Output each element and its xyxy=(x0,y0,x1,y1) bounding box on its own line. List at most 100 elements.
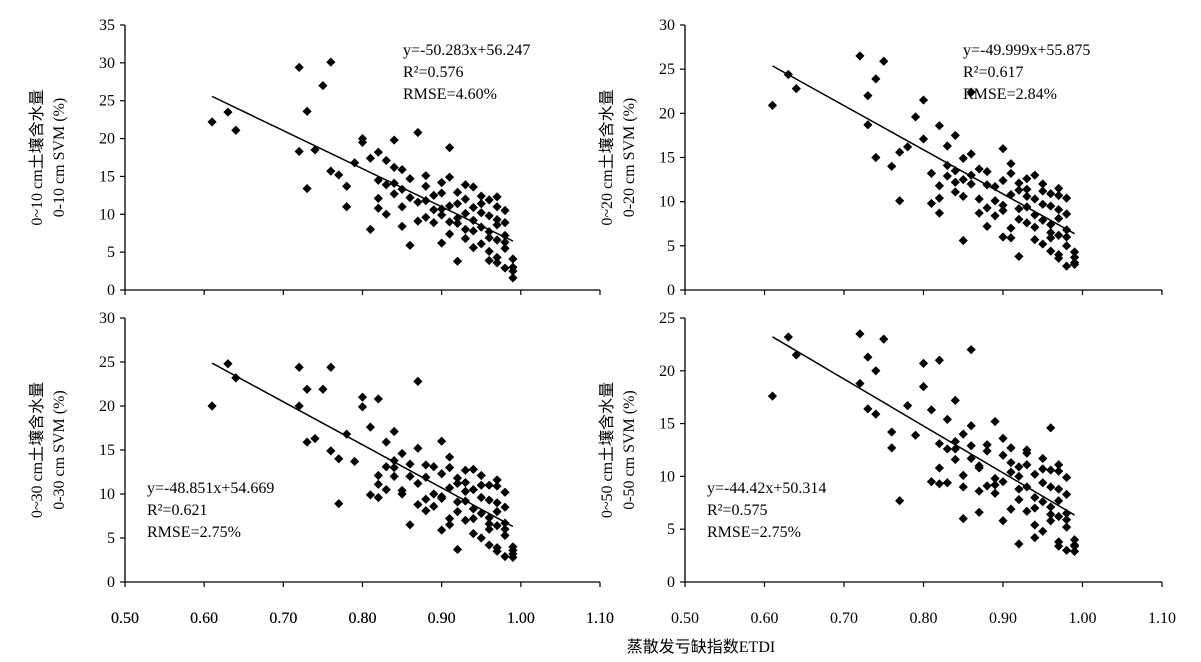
data-point xyxy=(990,480,1000,490)
data-point xyxy=(468,202,478,213)
y-tick-label: 0 xyxy=(107,282,115,299)
data-point xyxy=(429,489,439,499)
data-point xyxy=(294,62,304,72)
data-point xyxy=(1038,453,1048,464)
data-point xyxy=(982,446,992,456)
data-point xyxy=(926,168,937,178)
data-point xyxy=(460,180,471,190)
data-point xyxy=(500,530,510,540)
data-point xyxy=(429,462,439,472)
data-point xyxy=(1022,460,1032,470)
data-point xyxy=(982,221,992,231)
y-tick-label: 0 xyxy=(107,574,115,591)
data-point xyxy=(492,202,502,212)
data-point xyxy=(452,199,463,209)
data-point xyxy=(1022,184,1032,194)
data-point xyxy=(476,199,486,209)
data-point xyxy=(484,233,494,243)
data-point xyxy=(958,482,968,492)
data-point xyxy=(1006,467,1016,477)
data-point xyxy=(1054,213,1064,224)
data-point xyxy=(381,209,391,219)
data-point xyxy=(863,352,873,362)
data-point xyxy=(437,204,447,214)
y-axis-label-en: 0-20 cm SVM (%) xyxy=(621,98,638,218)
data-point xyxy=(918,358,929,369)
data-point xyxy=(437,238,447,248)
data-point xyxy=(413,216,423,226)
data-point xyxy=(444,483,455,493)
x-tick-label: 0.70 xyxy=(269,610,297,627)
data-point xyxy=(1054,230,1064,240)
chart-panel-top-right: 0 5 10 15 20 25 30 0~20 cm土壤含水量 0-20 cm SVM (%) y… xyxy=(597,17,1163,299)
data-point xyxy=(413,443,423,453)
data-point xyxy=(990,211,1000,221)
data-point xyxy=(381,180,391,190)
data-point xyxy=(934,355,944,365)
data-point xyxy=(1046,502,1056,512)
data-point xyxy=(1038,478,1048,488)
data-point xyxy=(231,125,241,135)
data-point xyxy=(349,456,360,467)
data-point xyxy=(1006,458,1016,468)
data-point xyxy=(1022,445,1032,455)
data-point xyxy=(437,210,447,220)
data-point xyxy=(974,486,984,496)
y-axis-label-cn: 0~20 cm土壤含水量 xyxy=(597,89,616,225)
data-point xyxy=(326,57,336,67)
data-point xyxy=(1014,251,1024,262)
data-point xyxy=(421,472,431,482)
data-point xyxy=(397,221,407,231)
data-point xyxy=(468,182,478,192)
data-point xyxy=(1069,535,1080,545)
data-point xyxy=(863,91,873,101)
data-point xyxy=(318,384,328,394)
data-point xyxy=(1046,227,1056,238)
data-point xyxy=(1022,218,1032,228)
data-point xyxy=(429,205,439,215)
y-tick-label: 25 xyxy=(99,93,115,110)
data-point xyxy=(958,153,968,163)
data-point xyxy=(998,477,1008,487)
y-axis-label-cn: 0~30 cm土壤含水量 xyxy=(27,382,46,518)
data-point xyxy=(444,520,455,530)
data-point xyxy=(887,427,897,437)
data-point xyxy=(998,516,1008,526)
x-tick-label: 0.80 xyxy=(349,610,377,627)
y-tick-label: 30 xyxy=(659,17,675,34)
y-tick-label: 5 xyxy=(667,521,675,538)
annotation-equation: y=-49.999x+55.875 xyxy=(963,42,1090,59)
y-tick-label: 30 xyxy=(99,310,115,327)
data-point xyxy=(1046,233,1056,243)
data-point xyxy=(903,401,913,411)
data-point xyxy=(974,164,984,174)
data-point xyxy=(1030,170,1040,180)
data-point xyxy=(1046,465,1056,475)
data-point xyxy=(934,463,944,473)
y-axis-label-en: 0-50 cm SVM (%) xyxy=(621,390,638,510)
data-point xyxy=(484,540,494,550)
data-point xyxy=(871,74,881,84)
data-point xyxy=(342,429,352,439)
data-point xyxy=(365,490,376,500)
data-point xyxy=(452,187,463,197)
data-point xyxy=(1014,204,1024,214)
x-axis-title: 蒸散发亏缺指数ETDI xyxy=(627,638,775,656)
chart-panel-bottom-right: 0 5 10 15 20 25 0.50 0.60 0.70 0.80 0.90 1.00 1.10 0~… xyxy=(597,310,1176,627)
data-point xyxy=(492,543,502,553)
data-point xyxy=(942,444,952,454)
x-tick-label: 0.70 xyxy=(830,610,858,627)
data-point xyxy=(334,170,344,180)
data-point xyxy=(389,426,399,437)
y-axis-label-en: 0-10 cm SVM (%) xyxy=(51,98,68,218)
data-point xyxy=(1006,168,1016,178)
data-point xyxy=(389,463,399,473)
data-point xyxy=(1038,215,1048,225)
y-tick-label: 25 xyxy=(659,310,675,327)
data-point xyxy=(429,190,439,200)
data-point xyxy=(500,243,510,253)
data-point xyxy=(373,203,383,213)
annotation-r-squared: R²=0.617 xyxy=(963,64,1024,81)
data-point xyxy=(444,143,455,153)
